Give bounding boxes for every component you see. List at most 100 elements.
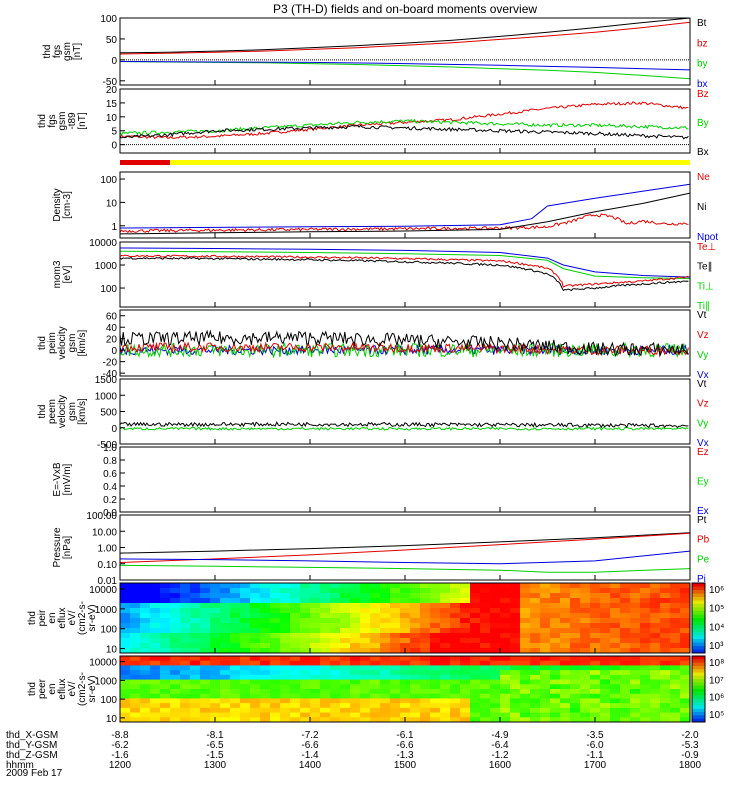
heatmap-cell: [390, 707, 401, 714]
y-axis-label: thdfgsgsm[nT]: [42, 42, 83, 61]
heatmap-cell: [410, 628, 421, 634]
heatmap-cell: [600, 618, 611, 624]
heatmap-cell: [300, 598, 311, 604]
legend-entry: Vt: [697, 379, 707, 390]
heatmap-cell: [280, 660, 291, 666]
heatmap-cell: [500, 712, 511, 718]
heatmap-cell: [400, 670, 411, 676]
heatmap-cell: [590, 712, 601, 718]
heatmap-cell: [670, 656, 681, 662]
heatmap-cell: [250, 679, 261, 685]
heatmap-cell: [410, 608, 421, 614]
heatmap-cell: [660, 633, 671, 639]
y-axis-label-line: gsm: [57, 112, 68, 131]
heatmap-cell: [480, 679, 491, 685]
heatmap-cell: [630, 665, 641, 671]
heatmap-cell: [210, 583, 221, 589]
heatmap-cell: [150, 633, 161, 639]
ephemeris-value: 1200: [109, 760, 132, 771]
heatmap-cell: [340, 703, 351, 709]
heatmap-cell: [640, 698, 651, 704]
heatmap-cell: [640, 598, 651, 604]
heatmap-cell: [620, 618, 631, 624]
colorbar-segment: [692, 685, 705, 690]
heatmap-cell: [620, 703, 631, 709]
heatmap-cell: [640, 665, 651, 671]
y-axis-label-line: (cm2-s-: [77, 601, 88, 635]
heatmap-cell: [140, 643, 151, 649]
heatmap-cell: [200, 693, 211, 699]
heatmap-cell: [600, 633, 611, 639]
heatmap-cell: [450, 638, 461, 644]
heatmap-cell: [630, 608, 641, 614]
heatmap-cell: [610, 703, 621, 709]
heatmap-cell: [590, 679, 601, 685]
colorbar-segment: [692, 698, 705, 703]
heatmap-cell: [630, 679, 641, 685]
heatmap-cell: [630, 638, 641, 644]
heatmap-cell: [640, 618, 651, 624]
ephemeris-value: 1300: [204, 760, 227, 771]
heatmap-cell: [340, 643, 351, 649]
heatmap-cell: [620, 638, 631, 644]
heatmap-cell: [490, 689, 501, 695]
y-tick-label: 10: [106, 645, 118, 656]
heatmap-cell: [400, 613, 411, 619]
heatmap-cell: [400, 608, 411, 614]
heatmap-cell: [320, 656, 331, 662]
colorbar-segment: [692, 695, 705, 700]
heatmap-cell: [300, 674, 311, 681]
heatmap-cell: [190, 707, 201, 714]
heatmap-cell: [260, 613, 271, 619]
heatmap-cell: [230, 598, 241, 604]
heatmap-cell: [450, 689, 461, 695]
heatmap-cell: [600, 638, 611, 644]
heatmap-cell: [600, 698, 611, 704]
heatmap-cell: [330, 693, 341, 699]
heatmap-cell: [300, 670, 311, 676]
heatmap-cell: [310, 643, 321, 649]
heatmap-cell: [390, 670, 401, 676]
heatmap-cell: [580, 598, 591, 604]
heatmap-cell: [490, 633, 501, 639]
heatmap-cell: [280, 693, 291, 699]
heatmap-cell: [410, 638, 421, 644]
heatmap-cell: [640, 674, 651, 681]
y-axis-label-line: eflux: [57, 678, 68, 699]
heatmap-cell: [150, 698, 161, 704]
heatmap-cell: [570, 598, 581, 604]
heatmap-cell: [380, 643, 391, 649]
legend-entry: Bz: [697, 89, 709, 100]
heatmap-cell: [550, 660, 561, 666]
series-line-0: [119, 17, 691, 54]
y-tick-label: 100: [100, 284, 117, 295]
heatmap-cell: [340, 648, 351, 654]
heatmap-cell: [630, 693, 641, 699]
heatmap-cell: [540, 717, 551, 723]
heatmap-cell: [300, 684, 311, 690]
heatmap-cell: [390, 656, 401, 662]
heatmap-cell: [570, 656, 581, 662]
heatmap-cell: [370, 665, 381, 671]
heatmap-cell: [480, 643, 491, 649]
heatmap-cell: [680, 689, 691, 695]
heatmap-cell: [340, 583, 351, 589]
heatmap-cell: [600, 707, 611, 714]
heatmap-cell: [330, 707, 341, 714]
colorbar-segment: [692, 715, 705, 720]
heatmap-cell: [410, 665, 421, 671]
heatmap-cell: [460, 684, 471, 690]
heatmap-cell: [200, 656, 211, 662]
heatmap-cell: [430, 656, 441, 662]
heatmap-cell: [290, 717, 301, 723]
y-axis-label-line: peim: [47, 332, 58, 354]
heatmap-cell: [160, 679, 171, 685]
heatmap-cell: [180, 608, 191, 614]
heatmap-cell: [660, 598, 671, 604]
y-axis-label-line: gsm: [67, 402, 78, 421]
heatmap-cell: [610, 674, 621, 681]
heatmap-cell: [590, 613, 601, 619]
heatmap-cell: [420, 660, 431, 666]
heatmap-cell: [430, 588, 441, 594]
